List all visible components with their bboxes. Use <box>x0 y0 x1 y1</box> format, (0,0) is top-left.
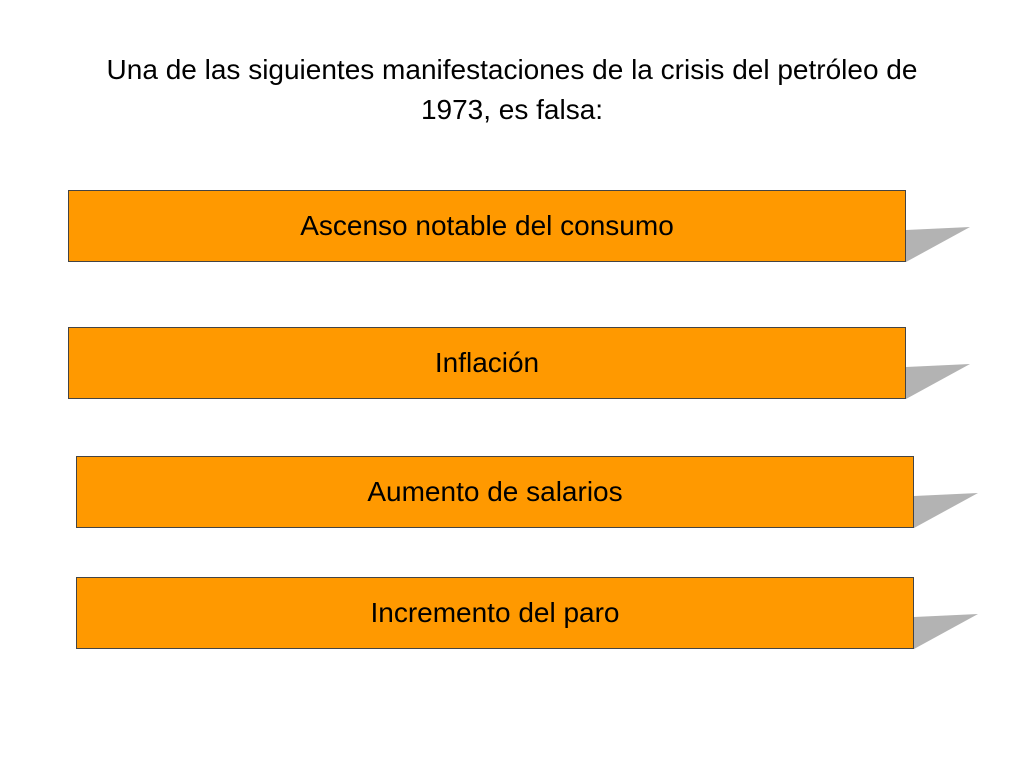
answer-option-aumento-salarios[interactable]: Aumento de salarios <box>76 456 978 528</box>
question-text: Una de las siguientes manifestaciones de… <box>12 50 1012 130</box>
option-label: Ascenso notable del consumo <box>300 210 674 241</box>
option-label: Incremento del paro <box>370 597 620 628</box>
answer-option-inflacion[interactable]: Inflación <box>68 327 970 399</box>
option-shadow <box>914 493 978 528</box>
option-box[interactable]: Ascenso notable del consumo <box>68 190 906 262</box>
option-label: Inflación <box>434 347 540 378</box>
question-line-1: Una de las siguientes manifestaciones de… <box>106 54 918 85</box>
option-shadow <box>906 227 970 262</box>
option-shadow <box>914 614 978 649</box>
option-box[interactable]: Incremento del paro <box>76 577 914 649</box>
option-shadow <box>906 364 970 399</box>
option-box[interactable]: Inflación <box>68 327 906 399</box>
question-line-2: 1973, es falsa: <box>420 94 604 125</box>
answer-option-ascenso-consumo[interactable]: Ascenso notable del consumo <box>68 190 970 262</box>
option-label: Aumento de salarios <box>367 476 623 507</box>
answer-option-incremento-paro[interactable]: Incremento del paro <box>76 577 978 649</box>
option-box[interactable]: Aumento de salarios <box>76 456 914 528</box>
